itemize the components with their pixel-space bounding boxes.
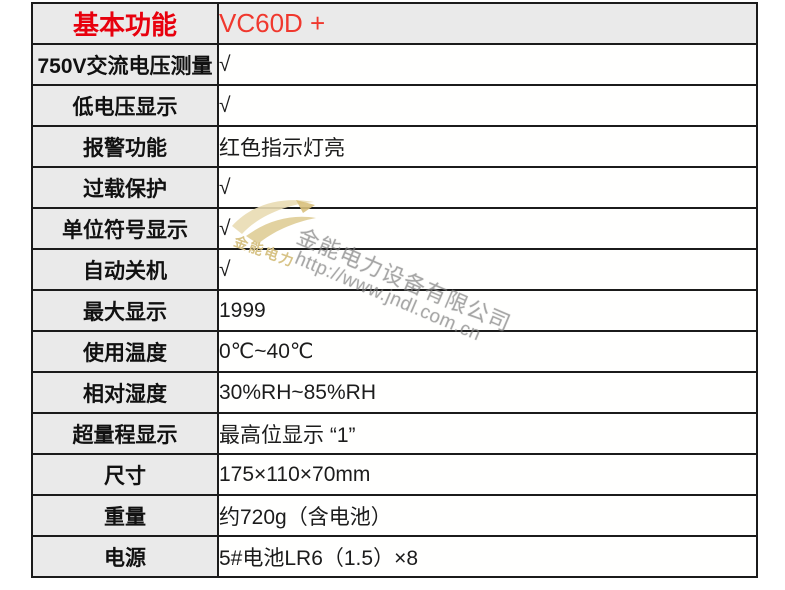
spec-label: 单位符号显示: [31, 207, 219, 250]
spec-label: 重量: [31, 494, 219, 537]
spec-value: √: [217, 248, 758, 291]
table-row: 750V交流电压测量 √: [31, 43, 758, 86]
table-row: 重量 约720g（含电池）: [31, 494, 758, 537]
spec-label: 最大显示: [31, 289, 219, 332]
spec-label: 过载保护: [31, 166, 219, 209]
header-model-vc60d: VC60D +: [217, 2, 758, 45]
spec-value: √: [217, 84, 758, 127]
table-row: 报警功能 红色指示灯亮: [31, 125, 758, 168]
spec-label: 使用温度: [31, 330, 219, 373]
spec-value: 175×110×70mm: [217, 453, 758, 496]
table-row: 尺寸 175×110×70mm: [31, 453, 758, 496]
spec-value: 5#电池LR6（1.5）×8: [217, 535, 758, 578]
spec-label: 电源: [31, 535, 219, 578]
spec-label: 超量程显示: [31, 412, 219, 455]
spec-value: √: [217, 43, 758, 86]
spec-value: √: [217, 166, 758, 209]
spec-label: 尺寸: [31, 453, 219, 496]
spec-value: 1999: [217, 289, 758, 332]
table-row: 低电压显示 √: [31, 84, 758, 127]
header-basic-functions: 基本功能: [31, 2, 219, 45]
spec-label: 低电压显示: [31, 84, 219, 127]
table-row: 单位符号显示 √: [31, 207, 758, 250]
spec-label: 自动关机: [31, 248, 219, 291]
spec-table: 基本功能 VC60D + 750V交流电压测量 √ 低电压显示 √ 报警功能 红…: [31, 2, 758, 578]
spec-label: 750V交流电压测量: [31, 43, 219, 86]
spec-value: 约720g（含电池）: [217, 494, 758, 537]
table-row: 超量程显示 最高位显示 “1”: [31, 412, 758, 455]
table-row: 电源 5#电池LR6（1.5）×8: [31, 535, 758, 578]
spec-value: 30%RH~85%RH: [217, 371, 758, 414]
table-row: 相对湿度 30%RH~85%RH: [31, 371, 758, 414]
table-row: 使用温度 0℃~40℃: [31, 330, 758, 373]
table-header-row: 基本功能 VC60D +: [31, 2, 758, 45]
spec-value: √: [217, 207, 758, 250]
spec-label: 报警功能: [31, 125, 219, 168]
spec-label: 相对湿度: [31, 371, 219, 414]
spec-value: 红色指示灯亮: [217, 125, 758, 168]
table-row: 过载保护 √: [31, 166, 758, 209]
spec-value: 最高位显示 “1”: [217, 412, 758, 455]
table-row: 最大显示 1999: [31, 289, 758, 332]
table-row: 自动关机 √: [31, 248, 758, 291]
spec-value: 0℃~40℃: [217, 330, 758, 373]
